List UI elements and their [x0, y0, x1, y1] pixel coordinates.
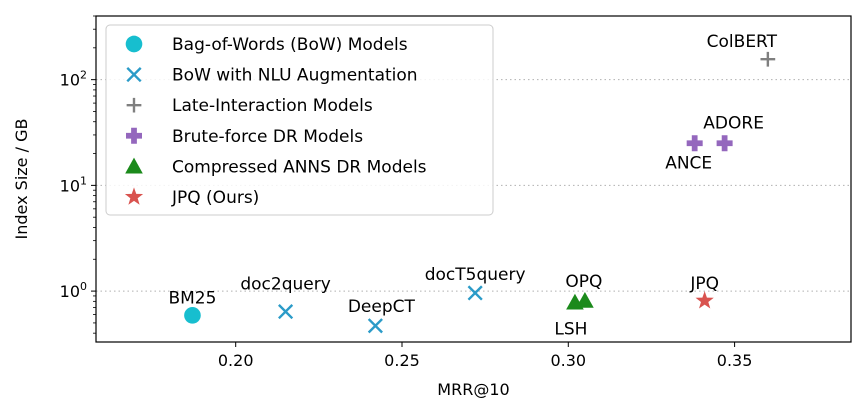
x-axis-label: MRR@10: [437, 380, 509, 399]
y-tick-label: 102: [60, 69, 87, 90]
point-label-doct5query: docT5query: [425, 265, 526, 285]
legend: Bag-of-Words (BoW) Models BoW with NLU Au…: [105, 24, 494, 216]
legend-label: JPQ (Ours): [171, 188, 259, 208]
legend-item-jpq-ours: JPQ (Ours): [124, 187, 259, 208]
point-doc2query: [278, 304, 294, 320]
point-deepct: [367, 318, 383, 334]
y-tick-label: 100: [60, 280, 87, 301]
point-doct5query: [467, 285, 483, 301]
data-points: [184, 51, 776, 334]
legend-label: BoW with NLU Augmentation: [172, 66, 418, 86]
x-tick-label: 0.25: [384, 351, 420, 370]
legend-marker-jpq-ours: [124, 187, 144, 205]
x-tick-label: 0.30: [550, 351, 586, 370]
point-ance: [686, 135, 703, 152]
legend-label: Bag-of-Words (BoW) Models: [172, 35, 408, 55]
legend-item-brute-force-dr-models: Brute-force DR Models: [126, 127, 363, 147]
point-label-bm25: BM25: [168, 288, 216, 308]
y-axis-label: Index Size / GB: [12, 119, 31, 240]
point-label-adore: ADORE: [703, 113, 764, 133]
plot-frame: [95, 15, 852, 343]
legend-marker-compressed-anns-dr-models: [125, 157, 143, 174]
legend-marker-late-interaction-models: [126, 97, 142, 113]
legend-item-late-interaction-models: Late-Interaction Models: [126, 96, 373, 116]
legend-label: Brute-force DR Models: [172, 127, 363, 147]
point-label-doc2query: doc2query: [240, 275, 330, 295]
point-opq: [576, 291, 594, 308]
point-label-colbert: ColBERT: [707, 32, 778, 52]
legend-box: [105, 24, 494, 216]
legend-item-bag-of-words-bow-models: Bag-of-Words (BoW) Models: [125, 35, 408, 55]
point-labels: BM25 doc2query DeepCT docT5query ColBERT ANCE…: [168, 32, 777, 339]
legend-item-compressed-anns-dr-models: Compressed ANNS DR Models: [125, 157, 427, 177]
point-label-deepct: DeepCT: [348, 297, 416, 317]
legend-label: Late-Interaction Models: [172, 96, 373, 116]
point-bm25: [184, 307, 201, 324]
x-axis-ticks: 0.20 0.25 0.30 0.35: [218, 342, 753, 370]
legend-item-bow-with-nlu-augmentation: BoW with NLU Augmentation: [126, 66, 418, 86]
legend-marker-brute-force-dr-models: [126, 127, 142, 144]
point-label-ance: ANCE: [665, 153, 712, 173]
point-adore: [716, 135, 733, 152]
x-tick-label: 0.20: [218, 351, 254, 370]
point-label-lsh: LSH: [554, 320, 587, 340]
point-label-opq: OPQ: [565, 272, 602, 292]
x-tick-label: 0.35: [717, 351, 753, 370]
y-axis-ticks: 100 101 102: [60, 15, 96, 334]
point-label-jpq: JPQ: [689, 274, 719, 294]
legend-label: Compressed ANNS DR Models: [172, 157, 427, 177]
point-jpq: [695, 291, 714, 309]
y-tick-label: 101: [60, 174, 87, 195]
point-colbert: [760, 51, 776, 67]
legend-marker-bow-with-nlu-augmentation: [126, 67, 142, 83]
legend-marker-bag-of-words-bow-models: [125, 35, 143, 53]
